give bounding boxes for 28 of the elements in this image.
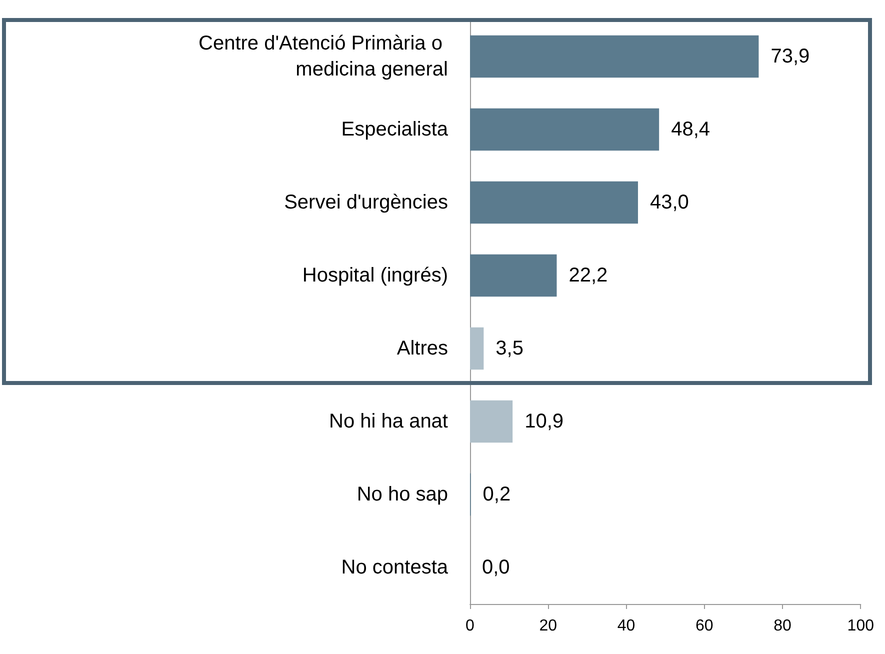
x-tick-label: 0 bbox=[466, 618, 475, 634]
x-tick-label: 80 bbox=[774, 618, 792, 634]
y-tick-label: No hi ha anat bbox=[329, 410, 448, 432]
bar bbox=[470, 254, 557, 297]
bar bbox=[470, 327, 484, 370]
bar bbox=[470, 400, 513, 443]
bar bbox=[470, 108, 660, 151]
data-label: 3,5 bbox=[496, 338, 524, 360]
y-tick-label: Servei d'urgències bbox=[284, 192, 448, 214]
data-label: 22,2 bbox=[568, 264, 608, 286]
y-tick-label: No contesta bbox=[341, 556, 449, 578]
data-label: 73,9 bbox=[770, 46, 810, 68]
y-tick-label: Especialista bbox=[341, 118, 449, 140]
y-tick-label: Hospital (ingrés) bbox=[302, 264, 448, 286]
y-tick-label: Centre d'Atenció Primària o medicina general bbox=[198, 32, 448, 80]
y-tick-label: Altres bbox=[396, 338, 448, 360]
y-tick-label: No ho sap bbox=[356, 484, 448, 506]
x-tick-label: 20 bbox=[539, 618, 558, 634]
x-tick-label: 40 bbox=[617, 618, 636, 634]
data-label: 43,0 bbox=[650, 192, 689, 214]
x-tick-label: 100 bbox=[847, 618, 874, 634]
bar bbox=[470, 35, 759, 78]
data-label: 0,2 bbox=[482, 484, 511, 506]
data-label: 48,4 bbox=[671, 118, 710, 140]
data-label: 0,0 bbox=[482, 556, 510, 578]
data-label: 10,9 bbox=[524, 410, 564, 432]
x-tick-label: 60 bbox=[695, 618, 714, 634]
bar bbox=[470, 181, 638, 224]
